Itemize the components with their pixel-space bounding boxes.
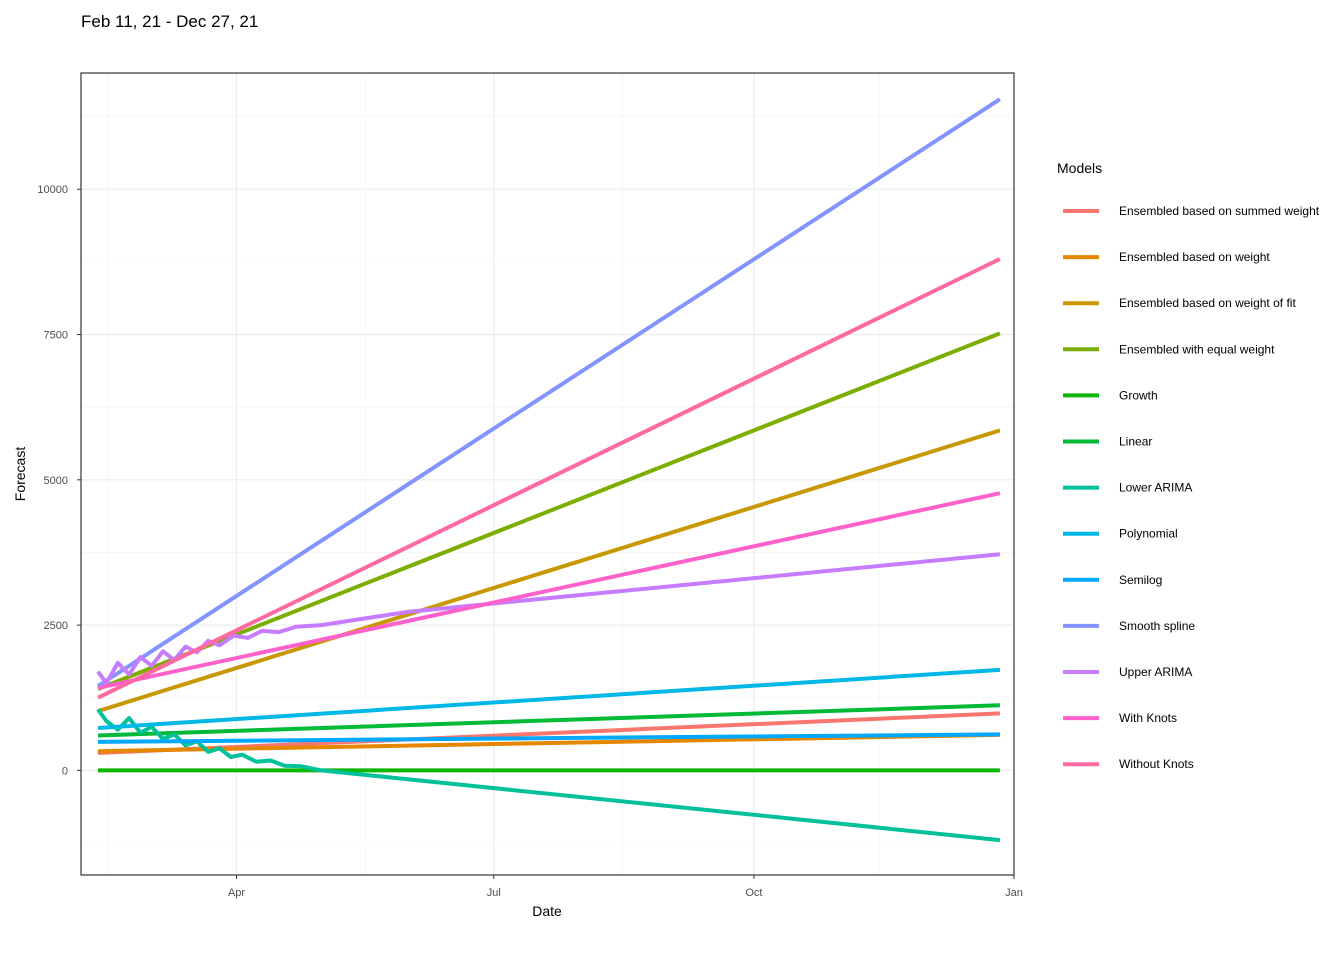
legend-label: Ensembled with equal weight: [1119, 342, 1275, 356]
legend: Models Ensembled based on summed weightE…: [1057, 160, 1320, 771]
y-axis: 0 2500 5000 7500 10000: [37, 184, 81, 777]
x-axis: Apr Jul Oct Jan: [228, 875, 1023, 899]
legend-label: Growth: [1119, 388, 1158, 402]
y-tick-label: 2500: [44, 620, 68, 632]
series-line: [97, 491, 1001, 690]
x-tick-label: Apr: [228, 887, 245, 899]
plot-area: [80, 72, 1015, 876]
y-tick-label: 10000: [37, 184, 68, 196]
legend-label: Smooth spline: [1119, 619, 1195, 633]
y-tick-label: 0: [62, 765, 68, 777]
legend-items: Ensembled based on summed weight Ensemble…: [1063, 204, 1320, 771]
x-axis-title: Date: [532, 903, 562, 919]
y-tick-label: 5000: [44, 475, 68, 487]
series-line: [96, 97, 1001, 688]
legend-label: Ensembled based on summed weight: [1119, 204, 1320, 218]
x-tick-label: Jan: [1005, 887, 1023, 899]
plot-background: [81, 73, 1014, 875]
series-line: [97, 667, 1001, 730]
legend-label: Lower ARIMA: [1119, 481, 1192, 495]
series-line: [97, 703, 1000, 738]
series-line: [97, 732, 1000, 744]
legend-label: Without Knots: [1119, 757, 1194, 771]
y-tick-label: 7500: [44, 330, 68, 342]
legend-title: Models: [1057, 160, 1102, 176]
series-line: [97, 257, 1001, 700]
x-tick-label: Jul: [487, 887, 501, 899]
legend-label: Polynomial: [1119, 527, 1178, 541]
legend-label: Semilog: [1119, 573, 1162, 587]
x-tick-label: Oct: [745, 887, 762, 899]
legend-label: Upper ARIMA: [1119, 665, 1192, 679]
y-axis-title: Forecast: [12, 447, 28, 502]
series-line: [97, 711, 1000, 755]
legend-label: Ensembled based on weight: [1119, 250, 1270, 264]
plot-border: [80, 72, 1015, 876]
legend-label: Ensembled based on weight of fit: [1119, 296, 1296, 310]
series-line: [96, 708, 1001, 843]
series-lines: [96, 97, 1001, 843]
legend-label: With Knots: [1119, 711, 1177, 725]
series-line: [97, 428, 1001, 714]
series-line: [97, 331, 1001, 691]
chart-subtitle: Feb 11, 21 - Dec 27, 21: [81, 12, 258, 31]
legend-label: Linear: [1119, 435, 1152, 449]
